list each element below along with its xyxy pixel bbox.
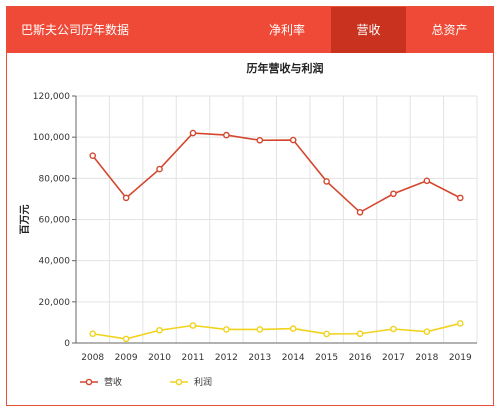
data-point-1 [122,335,130,343]
chart-title: 历年营收与利润 [247,61,324,75]
data-point-0 [256,136,264,144]
data-point-1 [423,328,431,335]
x-tick-label: 2017 [382,353,405,363]
data-point-1 [156,326,163,334]
legend-marker-0 [85,378,93,386]
x-tick-label: 2010 [148,353,171,363]
y-axis: 0 20,000 40,000 60,000 80,000 100,000 120,000 [33,92,77,349]
data-point-1 [89,330,97,338]
tab-net-margin[interactable]: 净利率 [268,23,305,37]
app-header: 巴斯夫公司历年数据 净利率 营收 总资产 [7,7,493,53]
x-tick-label: 2009 [115,353,138,363]
data-point-1 [390,325,397,333]
series-line-1 [92,322,461,340]
chart-legend: 营收 利润 [80,376,212,388]
data-point-0 [122,194,130,202]
data-point-1 [323,330,330,338]
chart-grid [75,95,478,344]
app-title: 巴斯夫公司历年数据 [21,23,130,37]
legend-marker-1 [175,378,183,386]
x-tick-label: 2008 [81,353,104,363]
y-tick-label: 40,000 [39,257,71,267]
y-tick-label: 0 [64,339,70,349]
x-axis: 2008 2009 2010 2011 2012 2013 2014 2015 2016 2017… [76,342,477,363]
x-tick-label: 2015 [315,353,338,363]
chart-series [89,129,464,343]
data-point-0 [223,131,230,139]
y-tick-label: 20,000 [39,298,71,308]
x-tick-label: 2018 [415,353,438,363]
data-point-1 [223,326,230,333]
data-point-0 [390,190,397,198]
data-point-1 [189,322,197,329]
tab-revenue[interactable]: 营收 [331,7,406,53]
data-point-1 [289,325,297,332]
legend-label-1: 利润 [194,376,212,388]
app-frame: 巴斯夫公司历年数据 净利率 营收 总资产 [6,6,494,406]
y-axis-label: 百万元 [19,205,31,235]
data-point-0 [156,165,163,173]
data-point-0 [423,177,431,185]
data-point-0 [289,136,297,144]
y-tick-label: 60,000 [39,216,71,226]
y-tick-label: 120,000 [33,92,70,102]
tab-total-assets[interactable]: 总资产 [431,23,468,37]
legend-label-0: 营收 [104,376,122,388]
data-point-0 [323,178,330,185]
data-point-1 [456,320,464,327]
data-point-0 [356,208,364,216]
data-point-0 [189,129,197,137]
data-point-1 [356,330,364,338]
y-tick-label: 80,000 [39,174,71,184]
x-tick-label: 2011 [182,353,205,363]
x-tick-label: 2019 [449,353,472,363]
data-point-0 [89,152,97,159]
y-tick-label: 100,000 [33,133,70,143]
x-tick-label: 2014 [282,353,305,363]
data-point-1 [256,326,264,333]
x-tick-label: 2013 [248,353,271,363]
series-line-0 [92,132,461,214]
data-point-0 [456,194,464,202]
x-tick-label: 2016 [349,353,372,363]
x-tick-label: 2012 [215,353,238,363]
